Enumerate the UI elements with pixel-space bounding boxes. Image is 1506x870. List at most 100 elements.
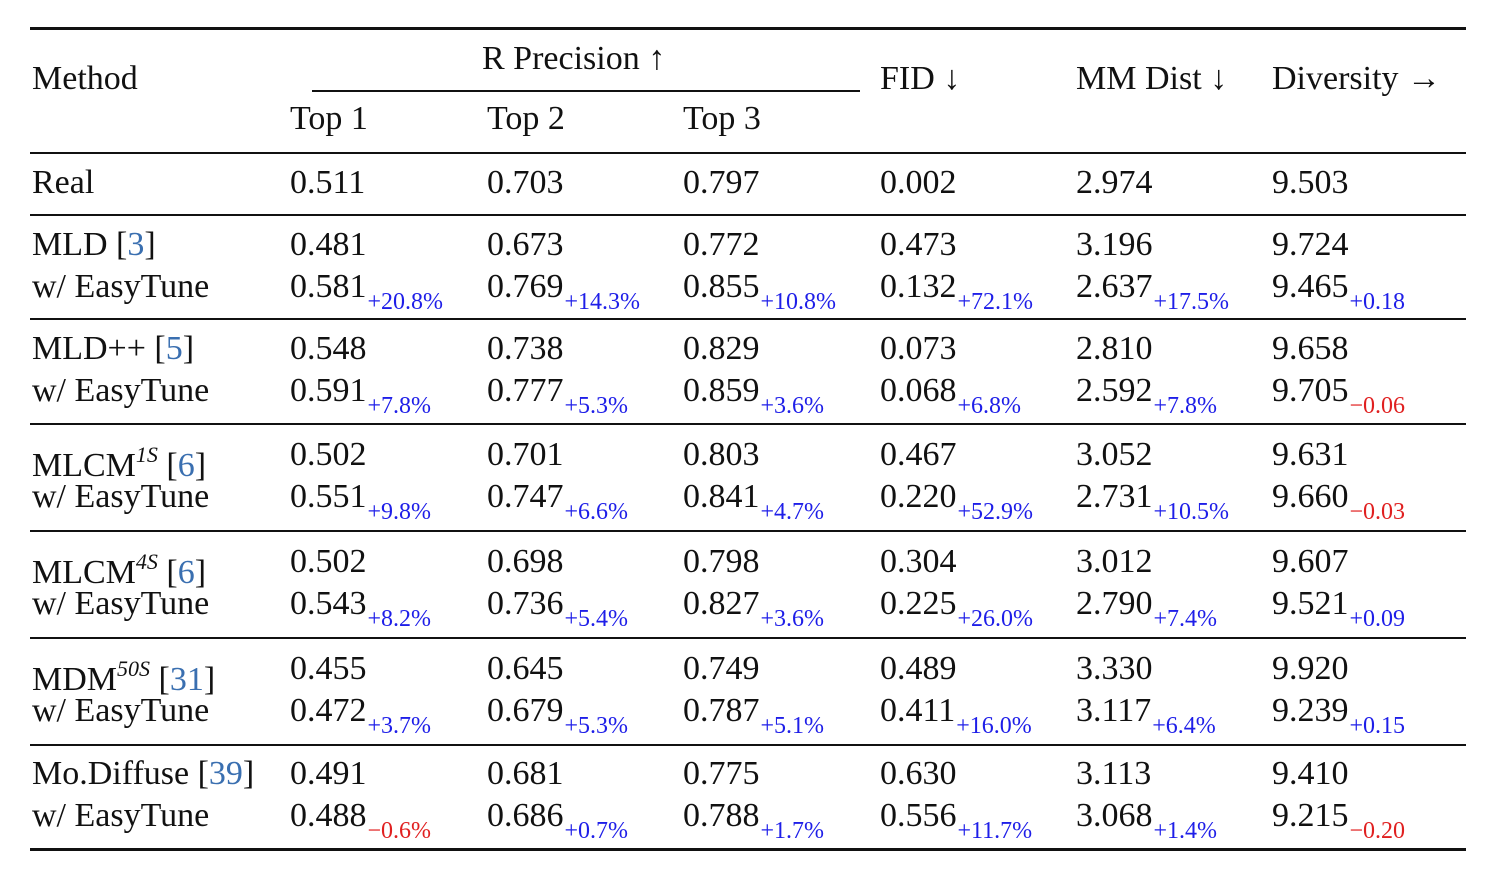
- metric-cell: 0.473: [880, 222, 957, 268]
- method-name: w/ EasyTune: [32, 692, 210, 729]
- method-cell: w/ EasyTune: [32, 264, 209, 310]
- metric-value: 0.859: [683, 372, 760, 409]
- metric-cell: 0.502: [290, 539, 367, 585]
- method-name: MDM: [32, 661, 118, 698]
- metric-cell: 2.974: [1076, 160, 1153, 206]
- metric-value: 0.543: [290, 585, 367, 622]
- metric-cell: 9.410: [1272, 751, 1349, 797]
- metric-value: 2.731: [1076, 478, 1153, 515]
- metric-delta: +10.8%: [760, 289, 837, 315]
- table-row: w/ EasyTune 0.551+9.8% 0.747+6.6% 0.841+4.7…: [0, 474, 1506, 525]
- metric-cell: 2.731+10.5%: [1076, 474, 1229, 535]
- metric-delta: +3.6%: [760, 393, 825, 419]
- method-name: MLD [: [32, 226, 128, 263]
- metric-value: 0.772: [683, 226, 760, 263]
- metric-delta: +16.0%: [956, 713, 1032, 739]
- table-row: Mo.Diffuse [39] 0.491 0.681 0.775 0.630 3.113…: [0, 751, 1506, 797]
- metric-delta: +26.0%: [957, 606, 1034, 632]
- metric-cell: 0.736+5.4%: [487, 581, 628, 642]
- metric-cell: 0.481: [290, 222, 367, 268]
- metric-cell: 0.645: [487, 646, 564, 692]
- metric-value: 0.502: [290, 543, 367, 580]
- metric-delta: +4.7%: [760, 499, 825, 525]
- metric-cell: 0.543+8.2%: [290, 581, 431, 642]
- metric-cell: 2.810: [1076, 326, 1153, 372]
- metric-cell: 0.455: [290, 646, 367, 692]
- metric-cell: 0.787+5.1%: [683, 688, 824, 749]
- group-rule-5: [30, 744, 1466, 746]
- metric-cell: 0.803: [683, 432, 760, 478]
- metric-delta: +11.7%: [957, 818, 1033, 844]
- metric-cell: 0.827+3.6%: [683, 581, 824, 642]
- metric-value: 0.473: [880, 226, 957, 263]
- metric-value: 0.738: [487, 330, 564, 367]
- metric-cell: 3.052: [1076, 432, 1153, 478]
- metric-value: 0.068: [880, 372, 957, 409]
- metric-cell: 0.502: [290, 432, 367, 478]
- metric-value: 9.607: [1272, 543, 1349, 580]
- metric-value: 0.803: [683, 436, 760, 473]
- citation-link: 6: [177, 554, 195, 591]
- bottom-rule: [30, 848, 1466, 851]
- metric-value: 0.686: [487, 797, 564, 834]
- metric-value: 3.068: [1076, 797, 1153, 834]
- metric-cell: 3.330: [1076, 646, 1153, 692]
- metric-cell: 9.465+0.18: [1272, 264, 1405, 325]
- metric-delta: +5.3%: [564, 713, 629, 739]
- metric-value: 9.503: [1272, 164, 1349, 201]
- metric-cell: 0.548: [290, 326, 367, 372]
- metric-delta: +5.4%: [564, 606, 629, 632]
- metric-cell: 0.698: [487, 539, 564, 585]
- metric-value: 0.798: [683, 543, 760, 580]
- metric-cell: 9.239+0.15: [1272, 688, 1405, 749]
- metric-delta: +20.8%: [367, 289, 444, 315]
- metric-value: 0.591: [290, 372, 367, 409]
- header-r-precision: R Precision ↑: [482, 40, 666, 77]
- metric-value: 9.465: [1272, 268, 1349, 305]
- metric-value: 0.502: [290, 436, 367, 473]
- metric-value: 0.777: [487, 372, 564, 409]
- metric-cell: 2.790+7.4%: [1076, 581, 1217, 642]
- metric-delta: −0.03: [1349, 499, 1406, 525]
- metric-cell: 0.788+1.7%: [683, 793, 824, 854]
- metric-cell: 0.747+6.6%: [487, 474, 628, 535]
- metric-value: 0.829: [683, 330, 760, 367]
- metric-value: 0.073: [880, 330, 957, 367]
- metric-cell: 9.658: [1272, 326, 1349, 372]
- metric-value: 9.239: [1272, 692, 1349, 729]
- metric-delta: +10.5%: [1153, 499, 1230, 525]
- metric-cell: 0.488−0.6%: [290, 793, 431, 854]
- metric-cell: 0.556+11.7%: [880, 793, 1032, 854]
- table-row: w/ EasyTune 0.591+7.8% 0.777+5.3% 0.859+3.6…: [0, 368, 1506, 419]
- metric-cell: 0.859+3.6%: [683, 368, 824, 429]
- metric-delta: −0.06: [1349, 393, 1406, 419]
- metric-value: 0.775: [683, 755, 760, 792]
- metric-cell: 0.841+4.7%: [683, 474, 824, 535]
- metric-value: 0.551: [290, 478, 367, 515]
- method-cell: w/ EasyTune: [32, 474, 209, 520]
- metric-value: 0.681: [487, 755, 564, 792]
- metric-delta: +8.2%: [367, 606, 432, 632]
- metric-value: 9.631: [1272, 436, 1349, 473]
- metric-cell: 0.738: [487, 326, 564, 372]
- metric-value: 0.002: [880, 164, 957, 201]
- header-top2: Top 2: [487, 100, 565, 137]
- metric-delta: +0.09: [1349, 606, 1406, 632]
- metric-value: 0.491: [290, 755, 367, 792]
- metric-value: 0.788: [683, 797, 760, 834]
- metric-value: 0.411: [880, 692, 956, 729]
- metric-value: 0.698: [487, 543, 564, 580]
- metric-cell: 9.724: [1272, 222, 1349, 268]
- metric-value: 0.841: [683, 478, 760, 515]
- method-cell: MLD [3]: [32, 226, 156, 263]
- method-name: w/ EasyTune: [32, 797, 210, 834]
- metric-value: 0.679: [487, 692, 564, 729]
- metric-delta: +7.8%: [1153, 393, 1218, 419]
- metric-value: 0.225: [880, 585, 957, 622]
- header-method: Method: [32, 60, 138, 97]
- metric-cell: 9.705−0.06: [1272, 368, 1405, 429]
- metric-value: 0.787: [683, 692, 760, 729]
- method-superscript: 50S: [117, 656, 151, 681]
- metric-cell: 0.777+5.3%: [487, 368, 628, 429]
- method-cell: w/ EasyTune: [32, 793, 209, 839]
